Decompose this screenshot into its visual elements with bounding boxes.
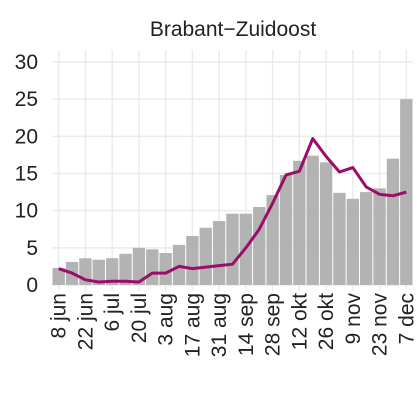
x-tick-label: 3 aug <box>155 293 178 346</box>
y-tick-label: 0 <box>26 274 38 297</box>
bar <box>306 155 319 285</box>
bar <box>386 158 400 285</box>
bar <box>360 192 373 285</box>
x-tick-label: 20 jul <box>128 293 151 343</box>
x-tick-label: 17 aug <box>181 293 204 357</box>
y-tick-label: 5 <box>26 237 38 260</box>
bar <box>293 160 306 285</box>
bar <box>146 249 159 285</box>
y-tick-label: 15 <box>15 163 38 186</box>
bar <box>212 221 226 285</box>
bar <box>159 253 172 285</box>
x-tick-label: 6 jul <box>101 293 124 332</box>
bar <box>119 253 132 285</box>
x-tick-label: 22 jun <box>74 293 97 350</box>
bar <box>319 162 333 285</box>
y-tick-label: 10 <box>15 200 38 223</box>
bar <box>92 259 105 285</box>
bar <box>52 267 65 285</box>
x-tick-label: 9 nov <box>342 293 365 345</box>
x-tick-label: 7 dec <box>395 293 417 344</box>
x-tick-label: 26 okt <box>315 293 338 350</box>
bar <box>132 247 146 285</box>
bar <box>373 188 386 285</box>
y-tick-label: 30 <box>15 51 38 74</box>
bar <box>226 213 239 285</box>
bar <box>199 227 212 285</box>
bar <box>186 235 199 285</box>
bar <box>266 195 279 285</box>
x-tick-label: 8 jun <box>48 293 71 339</box>
x-tick-label: 14 sep <box>235 293 258 356</box>
y-tick-label: 20 <box>15 125 38 148</box>
x-tick-label: 31 aug <box>208 293 231 357</box>
x-tick-label: 12 okt <box>288 293 311 350</box>
line <box>58 137 407 284</box>
y-tick-label: 25 <box>15 88 38 111</box>
bar <box>346 198 360 285</box>
bar <box>279 174 293 285</box>
x-tick-label: 28 sep <box>262 293 285 356</box>
bar <box>333 192 346 285</box>
chart-title: Brabant−Zuidoost <box>150 18 317 41</box>
bar <box>105 258 119 285</box>
x-tick-label: 23 nov <box>369 293 392 357</box>
